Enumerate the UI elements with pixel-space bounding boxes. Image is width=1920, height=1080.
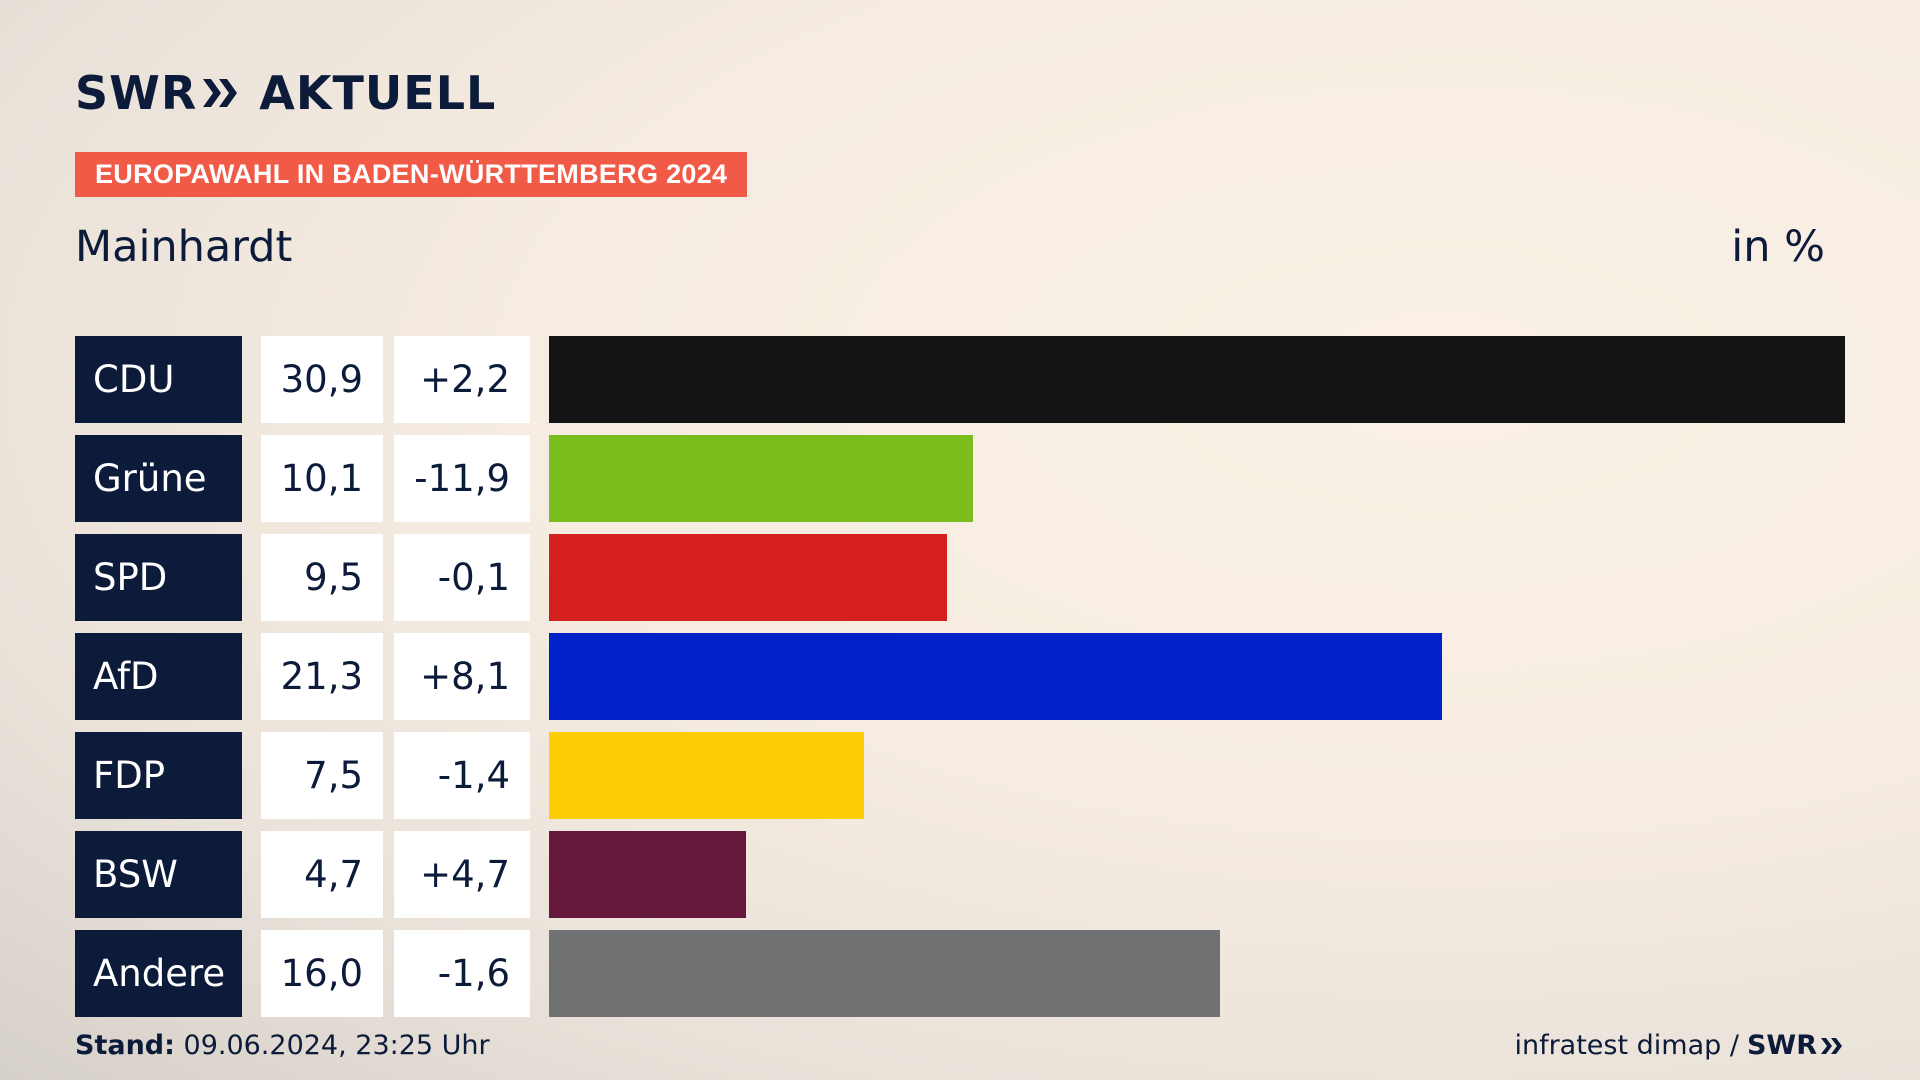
logo-aktuell-text: AKTUELL xyxy=(259,66,497,120)
unit-label: in % xyxy=(1731,222,1825,272)
party-label: Grüne xyxy=(75,435,242,522)
bar-fdp xyxy=(549,732,864,819)
change-value: +2,2 xyxy=(394,336,530,423)
vote-share-value: 30,9 xyxy=(261,336,383,423)
source-text: infratest dimap / xyxy=(1514,1030,1739,1061)
logo-swr-text: SWR xyxy=(75,66,198,120)
result-row: CDU 30,9 +2,2 xyxy=(75,336,1845,423)
swr-footer-logo: SWR xyxy=(1747,1030,1844,1061)
party-label: FDP xyxy=(75,732,242,819)
change-value: -0,1 xyxy=(394,534,530,621)
election-tag: EUROPAWAHL IN BADEN-WÜRTTEMBERG 2024 xyxy=(75,152,748,197)
change-value: +8,1 xyxy=(394,633,530,720)
results-bar-chart: CDU 30,9 +2,2 Grüne 10,1 -11,9 SPD 9,5 -0,1 AfD 21… xyxy=(75,336,1845,1017)
party-label: CDU xyxy=(75,336,242,423)
bar-grüne xyxy=(549,435,973,522)
swr-footer-text: SWR xyxy=(1746,1030,1817,1061)
double-chevron-icon xyxy=(201,76,241,110)
bar-spd xyxy=(549,534,947,621)
result-row: SPD 9,5 -0,1 xyxy=(75,534,1845,621)
bar-afd xyxy=(549,633,1442,720)
result-row: FDP 7,5 -1,4 xyxy=(75,732,1845,819)
stand-value: 09.06.2024, 23:25 Uhr xyxy=(183,1030,490,1061)
vote-share-value: 4,7 xyxy=(261,831,383,918)
vote-share-value: 9,5 xyxy=(261,534,383,621)
stand-label: Stand: xyxy=(75,1030,175,1061)
bar-bsw xyxy=(549,831,746,918)
result-row: Grüne 10,1 -11,9 xyxy=(75,435,1845,522)
vote-share-value: 7,5 xyxy=(261,732,383,819)
bar-andere xyxy=(549,930,1220,1017)
change-value: -11,9 xyxy=(394,435,530,522)
bar-cdu xyxy=(549,336,1845,423)
result-row: AfD 21,3 +8,1 xyxy=(75,633,1845,720)
change-value: -1,4 xyxy=(394,732,530,819)
vote-share-value: 16,0 xyxy=(261,930,383,1017)
party-label: BSW xyxy=(75,831,242,918)
result-row: BSW 4,7 +4,7 xyxy=(75,831,1845,918)
source-credit: infratest dimap / SWR xyxy=(1514,1030,1844,1061)
change-value: +4,7 xyxy=(394,831,530,918)
party-label: SPD xyxy=(75,534,242,621)
vote-share-value: 10,1 xyxy=(261,435,383,522)
vote-share-value: 21,3 xyxy=(261,633,383,720)
swr-aktuell-logo: SWR AKTUELL xyxy=(75,66,496,120)
party-label: AfD xyxy=(75,633,242,720)
timestamp: Stand: 09.06.2024, 23:25 Uhr xyxy=(75,1030,490,1061)
change-value: -1,6 xyxy=(394,930,530,1017)
place-title: Mainhardt xyxy=(75,222,293,272)
party-label: Andere xyxy=(75,930,242,1017)
result-row: Andere 16,0 -1,6 xyxy=(75,930,1845,1017)
double-chevron-small-icon xyxy=(1821,1037,1842,1054)
